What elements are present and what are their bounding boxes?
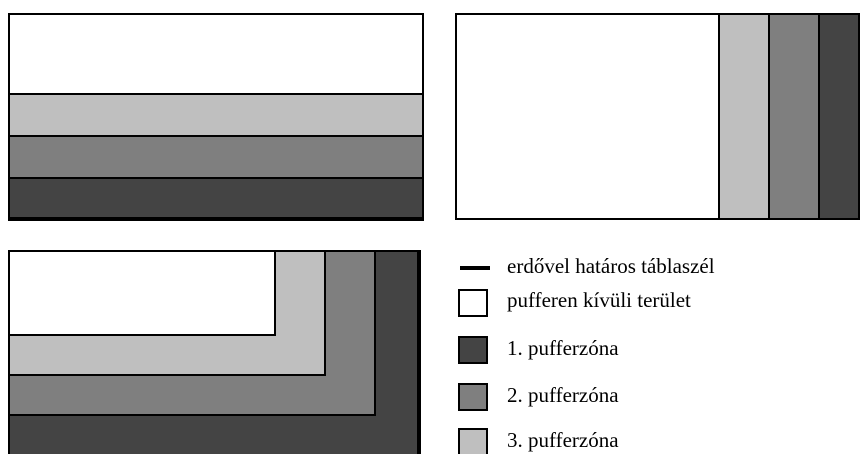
zone-2 <box>8 135 424 179</box>
outside-area <box>455 13 720 220</box>
corner-buffer-panel <box>8 250 421 454</box>
outside-area <box>8 250 276 336</box>
zone-1 <box>8 177 424 220</box>
zone-3 <box>8 93 424 137</box>
legend-label: pufferen kívüli terület <box>507 288 691 312</box>
zone-2 <box>768 13 820 220</box>
legend-swatch <box>458 289 488 317</box>
legend-label: 2. pufferzóna <box>507 383 619 407</box>
legend-swatch <box>458 383 488 411</box>
zone-3 <box>718 13 770 220</box>
horizontal-buffer-panel <box>8 13 424 221</box>
legend-swatch <box>458 336 488 364</box>
vertical-buffer-panel <box>455 13 860 220</box>
legend-swatch <box>458 428 488 454</box>
legend-label: erdővel határos táblaszél <box>507 254 715 278</box>
outside-area <box>8 13 424 95</box>
legend-label: 3. pufferzóna <box>507 428 619 452</box>
zone-1 <box>818 13 860 220</box>
legend: erdővel határos táblaszél pufferen kívül… <box>458 254 715 454</box>
legend-label: 1. pufferzóna <box>507 336 619 360</box>
